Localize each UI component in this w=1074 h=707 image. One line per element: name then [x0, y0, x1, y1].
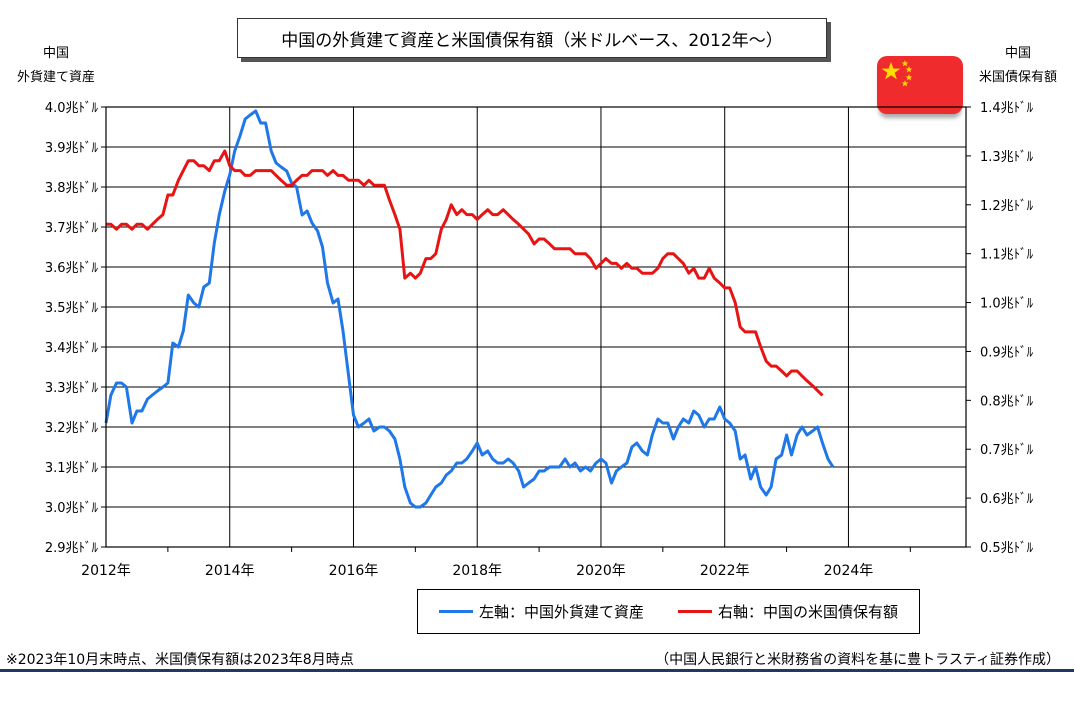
left-axis-heading: 中国 外貨建て資産 [6, 42, 106, 90]
series-line-right [106, 149, 824, 397]
flag-large-star [881, 62, 901, 80]
legend-label-right-series: 右軸：中国の米国債保有額 [718, 603, 899, 621]
plot-frame [105, 106, 967, 548]
right-tick-label: 1.1兆ﾄﾞﾙ [980, 248, 1034, 263]
series-layer [104, 109, 835, 509]
left-tick-label: 3.1兆ﾄﾞﾙ [45, 461, 99, 476]
left-tick-label: 2.9兆ﾄﾞﾙ [45, 541, 99, 556]
left-tick-label: 3.0兆ﾄﾞﾙ [45, 501, 99, 516]
left-axis-heading-line-1: 中国 [42, 46, 69, 61]
x-tick-label: 2020年 [576, 563, 626, 579]
left-tick-label: 3.4兆ﾄﾞﾙ [45, 341, 99, 356]
left-tick-label: 3.6兆ﾄﾞﾙ [45, 261, 99, 276]
left-tick-label: 3.2兆ﾄﾞﾙ [45, 421, 99, 436]
footnote: ※2023年10月末時点、米国債保有額は2023年8月時点 [6, 652, 354, 668]
x-tick-label: 2022年 [700, 563, 750, 579]
legend-item-right-series: 右軸：中国の米国債保有額 [678, 601, 898, 622]
left-tick-label: 3.8兆ﾄﾞﾙ [45, 181, 99, 196]
right-tick-label: 1.0兆ﾄﾞﾙ [980, 297, 1034, 312]
flag-small-star-3 [905, 74, 913, 81]
legend-swatch-right-series [678, 610, 712, 613]
x-tick-label: 2012年 [81, 563, 131, 579]
china-flag-icon [877, 56, 963, 114]
legend-swatch-left-series [438, 610, 473, 613]
china-flag-stars [881, 60, 913, 87]
grid-layer [105, 106, 966, 548]
x-tick-label: 2014年 [205, 563, 255, 579]
flag-small-star-1 [901, 60, 909, 67]
left-tick-label: 4.0兆ﾄﾞﾙ [45, 101, 99, 116]
x-tick-label: 2018年 [452, 563, 502, 579]
legend-label-left-series: 左軸：中国外貨建て資産 [478, 603, 644, 621]
right-axis-heading-line-2: 米国債保有額 [978, 70, 1057, 85]
legend-item-left-series: 左軸：中国外貨建て資産 [438, 601, 644, 622]
chart-title-text: 中国の外貨建て資産と米国債保有額（米ドルベース、2012年～） [281, 30, 783, 51]
left-tick-label: 3.5兆ﾄﾞﾙ [45, 301, 99, 316]
footer-rule [0, 669, 1074, 672]
right-tick-label: 0.6兆ﾄﾞﾙ [980, 492, 1034, 507]
right-tick-label: 1.4兆ﾄﾞﾙ [980, 101, 1034, 116]
x-tick-label: 2016年 [329, 563, 379, 579]
flag-small-star-2 [905, 66, 913, 73]
series-line-left [104, 109, 835, 509]
right-tick-label: 0.5兆ﾄﾞﾙ [980, 541, 1034, 556]
left-tick-label: 3.3兆ﾄﾞﾙ [45, 381, 99, 396]
axis-layer: 2.9兆ﾄﾞﾙ 3.0兆ﾄﾞﾙ 3.1兆ﾄﾞﾙ 3.2兆ﾄﾞﾙ 3.3兆ﾄﾞﾙ 3.4兆ﾄ… [45, 101, 1034, 579]
right-tick-label: 1.3兆ﾄﾞﾙ [980, 150, 1034, 165]
right-axis-heading-line-1: 中国 [1004, 46, 1031, 61]
x-tick-label: 2024年 [824, 563, 874, 579]
chart-legend: 左軸：中国外貨建て資産 右軸：中国の米国債保有額 [417, 589, 920, 634]
source-note: （中国人民銀行と米財務省の資料を基に豊トラスティ証券作成） [655, 652, 1060, 668]
right-tick-label: 0.9兆ﾄﾞﾙ [980, 345, 1034, 360]
right-tick-label: 1.2兆ﾄﾞﾙ [980, 199, 1034, 214]
left-tick-label: 3.7兆ﾄﾞﾙ [45, 221, 99, 236]
chart-title: 中国の外貨建て資産と米国債保有額（米ドルベース、2012年～） [237, 18, 827, 58]
right-axis-heading: 中国 米国債保有額 [962, 42, 1074, 90]
left-tick-label: 3.9兆ﾄﾞﾙ [45, 141, 99, 156]
left-axis-heading-line-2: 外貨建て資産 [16, 70, 95, 85]
right-tick-label: 0.7兆ﾄﾞﾙ [980, 443, 1034, 458]
flag-small-star-4 [901, 80, 909, 87]
right-tick-label: 0.8兆ﾄﾞﾙ [980, 394, 1034, 409]
